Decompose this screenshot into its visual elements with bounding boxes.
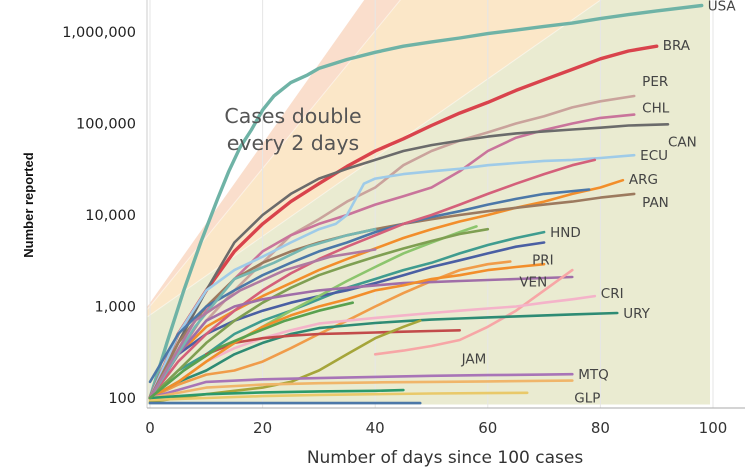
x-tick-label: 40 [366,419,385,437]
y-tick-label: 1,000,000 [62,25,136,41]
chart-annotation: Cases double every 2 days [224,104,361,155]
series-label-arg: ARG [629,172,658,188]
series-label-jam: JAM [461,351,487,367]
x-tick-label: 60 [478,419,497,437]
doubling-band-edge [147,0,602,318]
series-label-pri: PRI [532,253,554,269]
series-line [148,301,355,400]
series-line [148,158,597,400]
series-label-usa: USA [708,0,737,14]
series-line-cri [148,294,597,400]
annotation-line: every 2 days [227,131,359,155]
y-ticks: 100 1,000 10,000 100,000 1,000,000 [62,25,136,407]
series-label-glp: GLP [574,391,600,407]
series-line-ury [148,311,619,400]
series-line [148,248,377,400]
x-axis-title: Number of days since 100 cases [307,448,584,468]
y-axis-title: Number reported [21,152,36,258]
series-label-ury: URY [623,306,650,322]
annotation-line: Cases double [224,104,361,128]
series-label-ven: VEN [519,275,547,291]
series-line-glp [148,379,574,400]
y-tick-label: 100,000 [76,117,136,133]
x-tick-label: 0 [145,419,155,437]
series-label-can: CAN [668,134,697,150]
series-line-jam [205,328,462,356]
y-tick-label: 10,000 [85,208,136,224]
series-label-chl: CHL [642,101,670,117]
series-label-pan: PAN [642,195,669,211]
series-label-ecu: ECU [640,148,668,164]
y-tick-label: 1,000 [94,300,136,316]
series-label-cri: CRI [601,286,624,302]
series-line [148,262,546,400]
doubling-band-edge [147,0,401,311]
series-line-bra [148,44,659,400]
series-line-pri [148,241,546,400]
series-line [148,188,591,384]
series-line [148,388,405,400]
x-tick-label: 100 [699,419,728,437]
series-line-mtq [148,372,574,400]
series-line-can [148,123,670,400]
series-label-hnd: HND [550,225,581,241]
series-line [148,391,529,402]
series-line [148,227,490,400]
doubling-band-edge [147,0,268,295]
series-label-per: PER [642,74,668,90]
plot-right-margin [710,0,745,408]
x-tick-label: 20 [253,419,272,437]
series-line [148,275,574,400]
series-line [373,268,574,356]
x-ticks: 0 20 40 60 80 100 [145,419,727,437]
series-lines [148,3,704,405]
series-label-bra: BRA [663,38,691,54]
series-line-usa [148,3,704,400]
y-tick-label: 100 [108,391,136,407]
series-line [148,227,377,400]
x-tick-label: 80 [591,419,610,437]
series-label-mtq: MTQ [578,367,609,383]
series-line-ecu [148,153,636,400]
